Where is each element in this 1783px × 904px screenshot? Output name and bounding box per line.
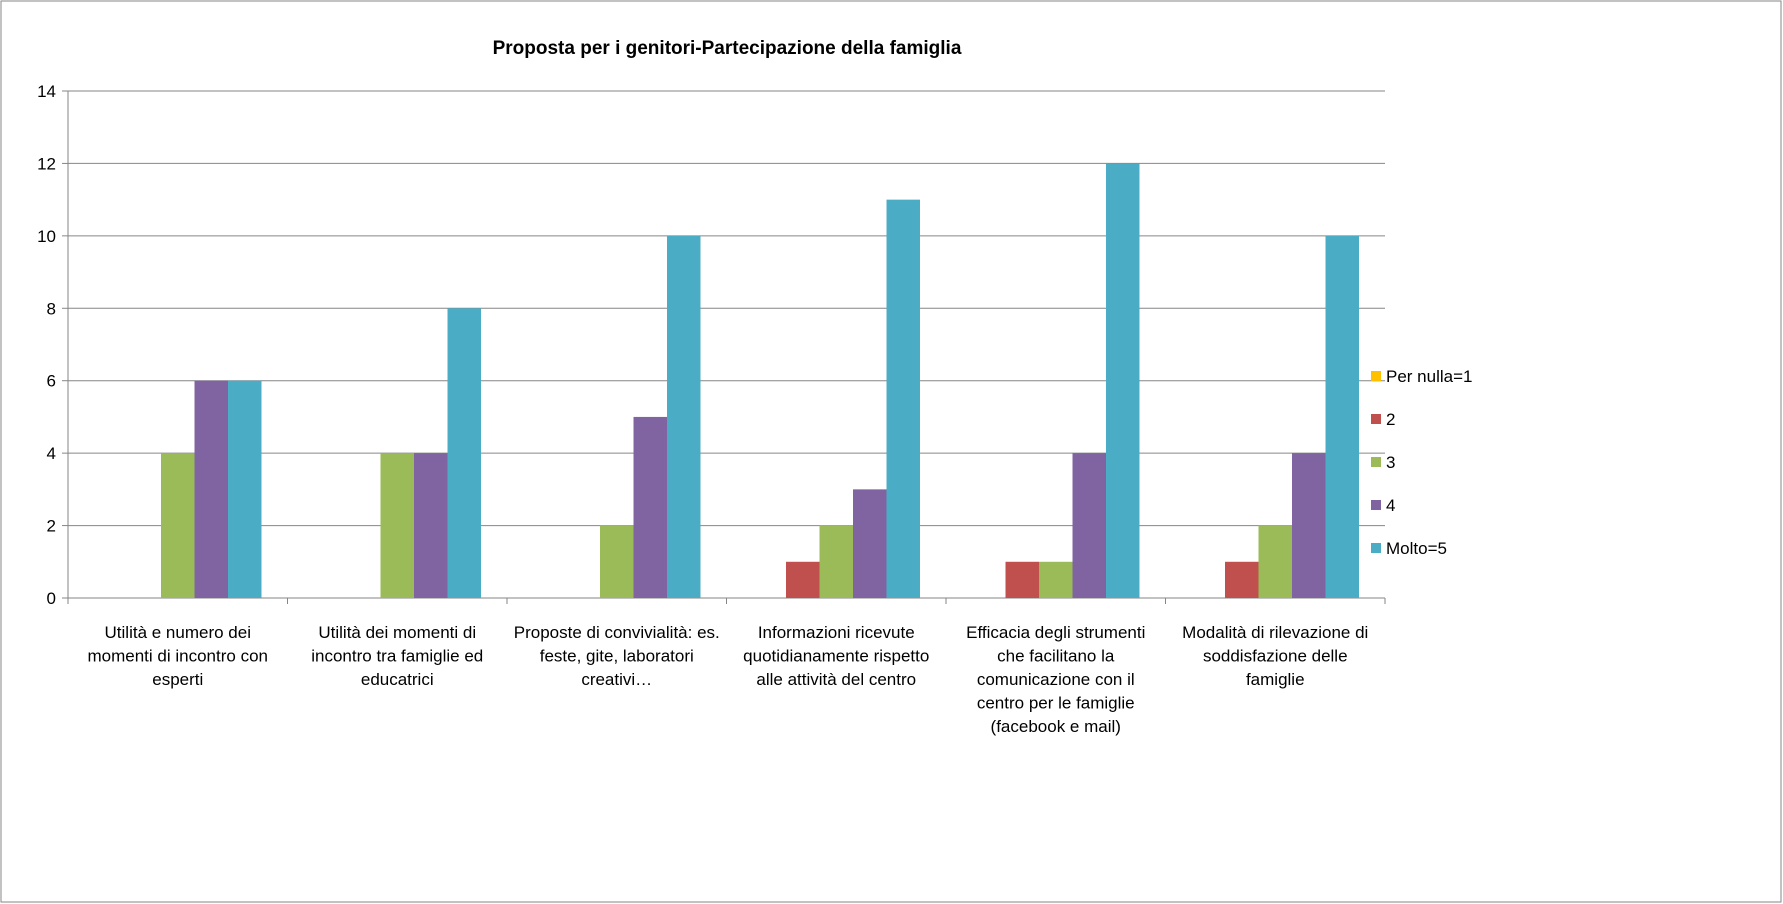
bar [1225,561,1259,598]
y-tick-label: 0 [47,589,56,608]
bar [447,308,481,598]
y-tick-label: 10 [37,227,56,246]
bar [819,525,853,598]
y-tick-label: 6 [47,372,56,391]
legend-swatch [1371,371,1381,381]
legend-label: 3 [1386,453,1395,472]
bar [194,380,228,598]
x-tick-label: Informazioni ricevute quotidianamente ris… [743,623,929,689]
bar [853,489,887,598]
chart-title: Proposta per i genitori-Partecipazione d… [493,38,962,59]
bar [1292,453,1326,598]
bar [380,453,414,598]
bar [600,525,634,598]
bar [786,561,820,598]
legend-swatch [1371,414,1381,424]
x-tick-label: Proposte di convivialità: es. feste, gite… [514,623,720,689]
bar [1106,163,1140,598]
y-tick-label: 12 [37,154,56,173]
legend-swatch [1371,500,1381,510]
legend-swatch [1371,457,1381,467]
legend-label: 4 [1386,496,1395,515]
bar [1039,561,1073,598]
bar [1258,525,1292,598]
x-tick-label: Efficacia degli strumenti che facilitano … [966,623,1145,736]
bar [667,235,701,598]
y-tick-label: 2 [47,517,56,536]
legend-swatch [1371,543,1381,553]
bar [1072,453,1106,598]
bar [414,453,448,598]
legend-label: 2 [1386,410,1395,429]
bar [1005,561,1039,598]
x-tick-label: Utilità e numero dei momenti di incontro … [88,623,268,689]
bar [633,416,667,598]
legend-label: Per nulla=1 [1386,367,1472,386]
bar [1325,235,1359,598]
bar [161,453,195,598]
x-tick-label: Modalità di rilevazione di soddisfazione … [1182,623,1368,689]
y-tick-label: 4 [47,444,56,463]
y-tick-label: 14 [37,82,56,101]
bar [886,199,920,598]
y-tick-label: 8 [47,299,56,318]
legend-label: Molto=5 [1386,539,1447,558]
bar [228,380,262,598]
x-tick-label: Utilità dei momenti di incontro tra famig… [311,623,483,689]
